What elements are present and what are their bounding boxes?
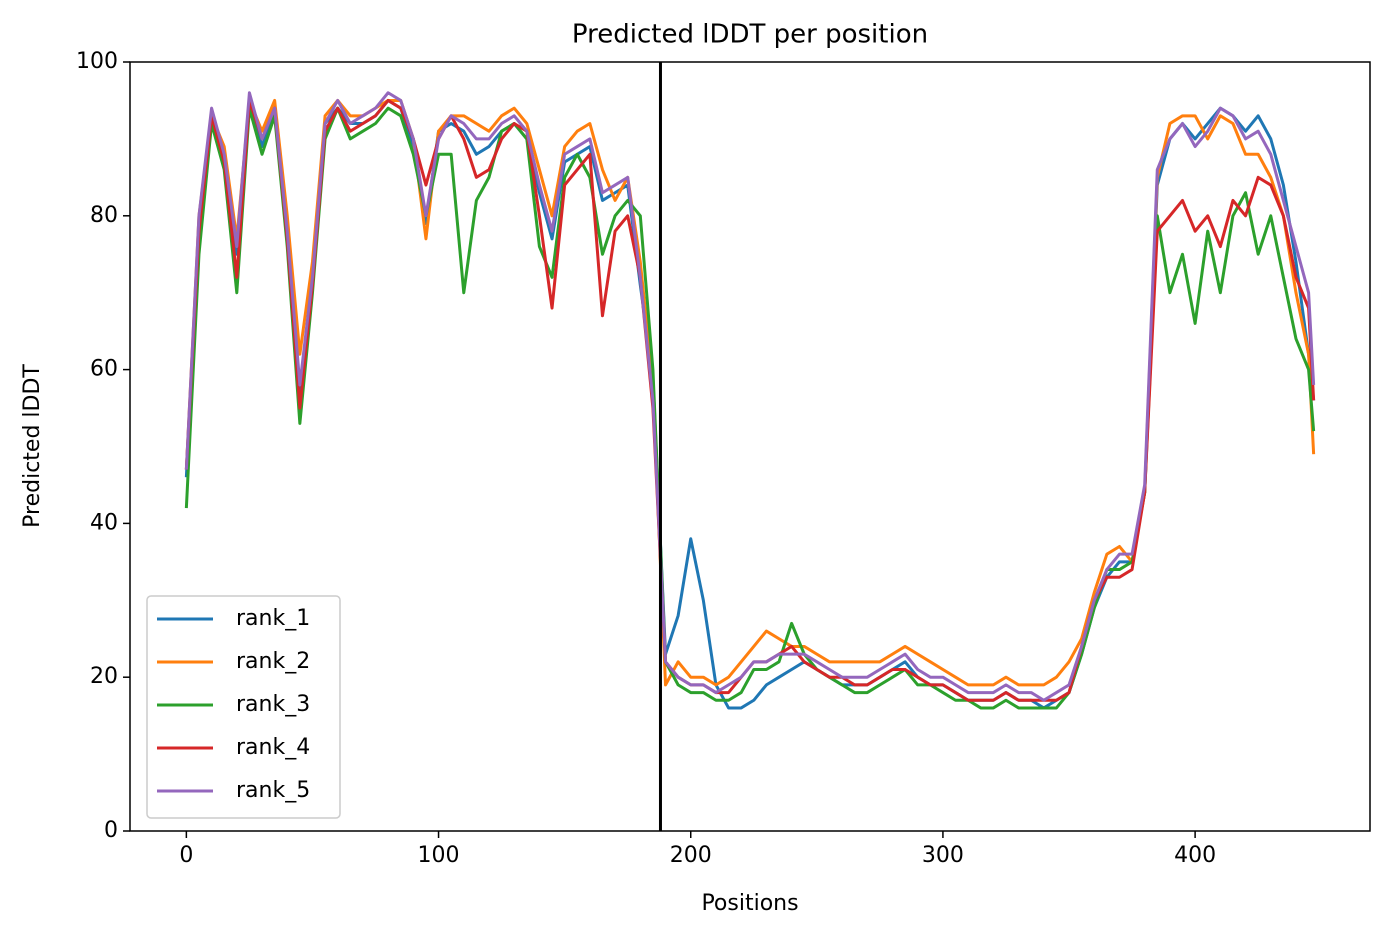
x-axis-label: Positions [701,891,798,916]
y-tick-label: 100 [76,49,118,74]
y-tick-label: 80 [90,203,118,228]
x-tick-label: 300 [922,843,964,868]
x-tick-label: 100 [418,843,460,868]
legend-label: rank_5 [236,778,310,803]
legend-label: rank_3 [236,692,310,717]
y-tick-label: 20 [90,664,118,689]
x-tick-label: 200 [670,843,712,868]
y-tick-label: 40 [90,510,118,535]
x-tick-label: 400 [1174,843,1216,868]
legend-label: rank_2 [236,649,310,674]
x-tick-label: 0 [179,843,193,868]
legend-label: rank_4 [236,735,310,760]
legend-label: rank_1 [236,606,310,631]
legend-box [146,595,341,819]
chart-title: Predicted lDDT per position [572,20,928,50]
plot-frame [129,61,1371,832]
y-tick-label: 60 [90,357,118,382]
series-line [184,91,1316,702]
y-tick-label: 0 [104,818,118,843]
y-axis-label: Predicted lDDT [20,364,45,528]
